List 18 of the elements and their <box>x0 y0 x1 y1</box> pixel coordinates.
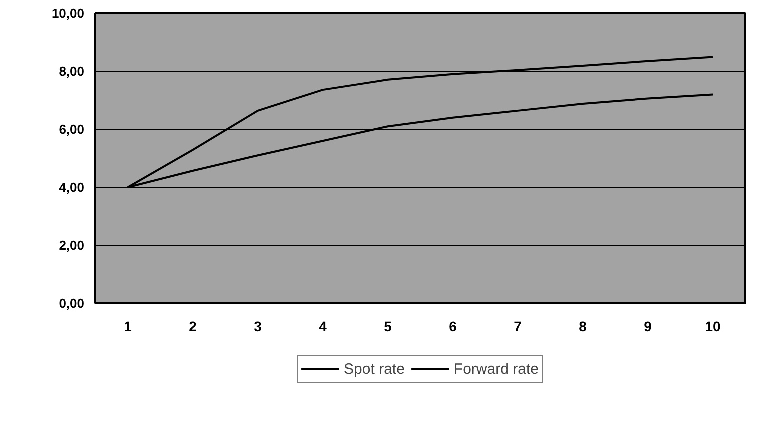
legend-label: Spot rate <box>344 360 405 378</box>
x-tick-label: 3 <box>254 318 262 334</box>
y-tick-label: 8,00 <box>59 64 85 79</box>
y-tick-label: 2,00 <box>59 238 85 253</box>
legend-label: Forward rate <box>454 360 539 378</box>
x-tick-label: 7 <box>514 318 522 334</box>
y-tick-label: 4,00 <box>59 180 85 195</box>
x-tick-label: 1 <box>124 318 132 334</box>
x-tick-label: 4 <box>319 318 328 334</box>
x-tick-label: 2 <box>189 318 198 334</box>
y-tick-label: 0,00 <box>59 296 85 311</box>
x-tick-label: 5 <box>384 318 392 334</box>
x-tick-label: 8 <box>579 318 588 334</box>
x-tick-label: 6 <box>449 318 458 334</box>
y-tick-label: 10,00 <box>52 6 85 21</box>
x-tick-label: 10 <box>705 318 721 334</box>
x-tick-label: 9 <box>644 318 652 334</box>
y-tick-label: 6,00 <box>59 122 85 137</box>
